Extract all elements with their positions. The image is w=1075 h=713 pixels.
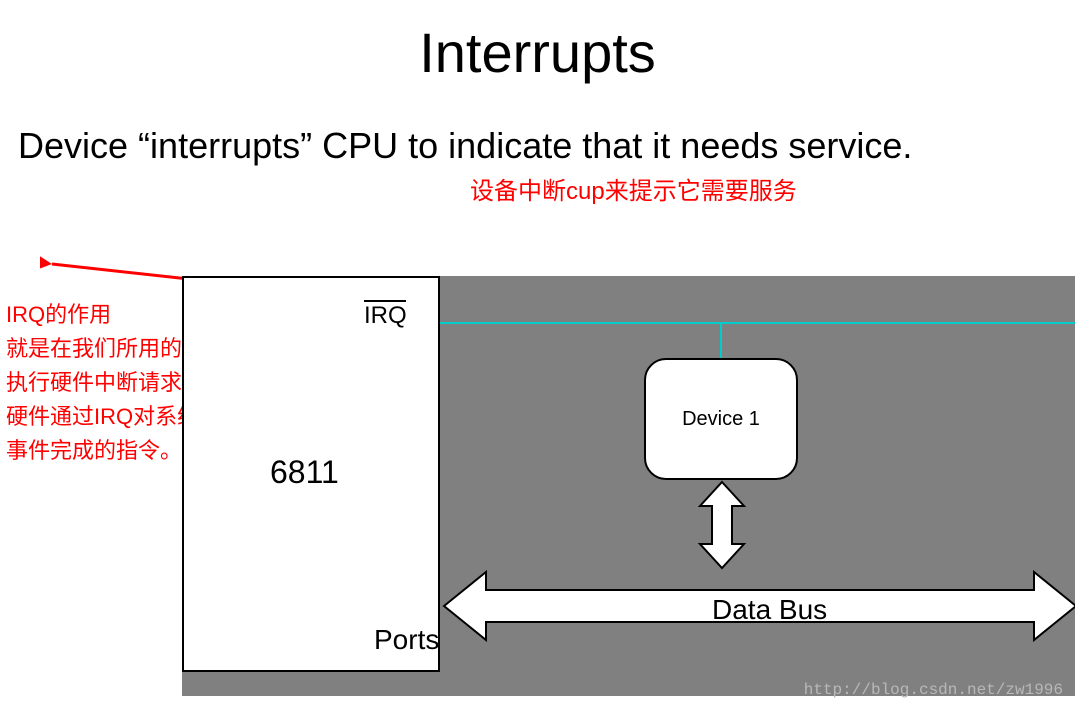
subtitle: Device “interrupts” CPU to indicate that…: [0, 85, 1075, 167]
irq-wire-vertical: [720, 322, 722, 358]
close-quote: ”: [300, 125, 312, 166]
cpu-label: 6811: [270, 454, 339, 491]
subtitle-post: CPU to indicate that it needs service.: [312, 125, 912, 166]
diagram-area: IRQ 6811 Ports Device 1 Data Bus: [182, 276, 1075, 696]
subtitle-pre: Device: [18, 125, 138, 166]
irq-wire-horizontal: [440, 322, 1075, 324]
cpu-box: IRQ 6811 Ports: [182, 276, 440, 672]
irq-label: IRQ: [364, 302, 407, 330]
open-quote: “: [138, 125, 150, 166]
page-title: Interrupts: [0, 0, 1075, 85]
subtitle-quoted: interrupts: [150, 125, 300, 166]
red-subtitle: 设备中断cup来提示它需要服务: [0, 167, 1075, 206]
device-box: Device 1: [644, 358, 798, 480]
databus-label: Data Bus: [712, 594, 827, 626]
double-arrow-vertical-icon: [692, 480, 752, 570]
ports-label: Ports: [374, 624, 439, 656]
device-label: Device 1: [682, 408, 760, 431]
watermark-text: http://blog.csdn.net/zw1996: [804, 681, 1063, 699]
